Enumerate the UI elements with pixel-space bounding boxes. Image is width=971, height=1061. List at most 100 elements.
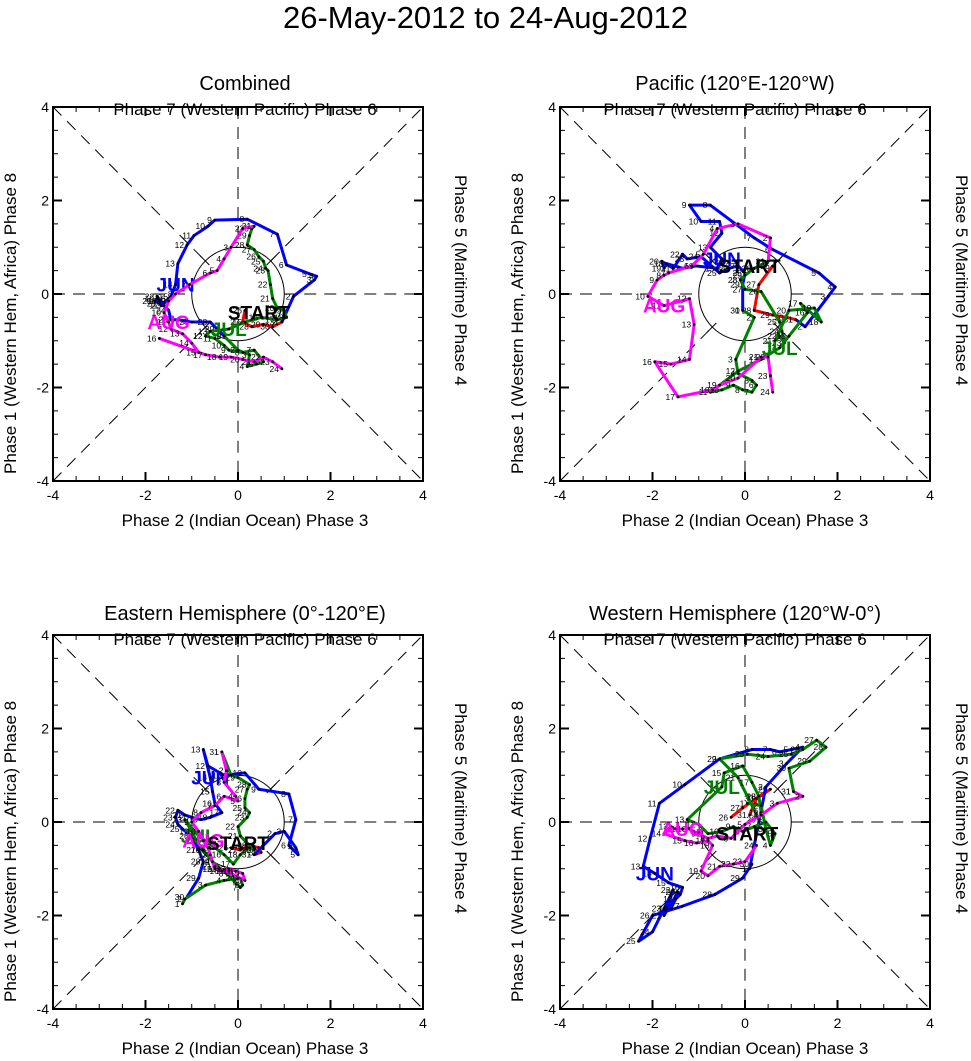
day-label: 22 [707,754,717,764]
data-point [264,266,268,270]
day-label: 13 [682,319,692,329]
data-point [706,839,710,843]
day-label: 11 [708,217,717,227]
data-point [720,829,724,833]
day-label: 17 [216,864,226,874]
start-label: START [719,257,781,278]
data-point [162,304,166,308]
day-label: 21 [726,773,736,783]
y-tick-label: -4 [37,1001,50,1017]
day-label: 5 [744,375,749,385]
day-label: 28 [742,305,752,315]
day-label: 18 [207,352,217,362]
data-point [752,315,756,319]
day-label: 3 [758,824,763,834]
day-label: 17 [670,263,680,273]
day-label: 27 [804,735,814,745]
data-point [181,332,184,336]
diagonal-line [52,855,206,1010]
data-point [262,322,265,326]
data-point [736,776,740,779]
data-point [257,787,261,791]
data-point [167,308,171,312]
day-label: 31 [242,850,252,860]
data-point [688,203,691,207]
day-label: 16 [684,838,694,848]
day-label: 12 [663,824,673,834]
data-point [718,865,721,868]
data-point [662,907,666,910]
data-point [220,811,224,815]
data-point [706,832,710,836]
day-label: 26 [790,745,800,755]
series-line-aug [157,224,283,370]
data-point [769,236,772,240]
day-label: 9 [205,857,210,867]
day-label: 19 [272,305,282,315]
data-point [815,738,819,742]
day-label: 18 [663,894,673,904]
data-point [741,308,745,312]
day-label: 30 [260,322,270,332]
day-label: 18 [147,296,157,306]
day-label: 11 [648,798,657,808]
day-label: 27 [230,317,240,327]
day-label: 13 [749,354,759,364]
day-label: 6 [723,833,728,843]
day-label: 24 [165,819,175,829]
data-point [801,748,805,751]
data-point [245,217,249,221]
data-point [669,825,673,829]
data-point [741,764,745,768]
figure-title: 26-May-2012 to 24-Aug-2012 [283,0,688,35]
day-label: 14 [767,343,777,353]
data-point [766,355,770,359]
data-point [764,827,768,831]
data-point [275,318,279,322]
x-tick-label: -4 [47,487,60,503]
day-label: 15 [776,331,786,341]
data-point [755,843,758,847]
day-label: 14 [709,254,719,264]
y-tick-label: 4 [41,99,49,115]
day-label: 26 [749,287,759,297]
data-point [241,351,245,354]
day-label: 23 [772,338,782,348]
day-label: 17 [788,298,798,308]
day-label: 17 [665,392,675,402]
day-label: 24 [756,752,766,762]
data-point [243,879,247,882]
data-point [255,362,258,366]
data-point [201,748,205,751]
day-label: 14 [198,773,208,783]
circle-tick [266,255,277,266]
data-point [736,372,740,375]
day-label: 8 [168,289,173,299]
y-tick-label: -2 [37,380,50,396]
data-point [771,264,775,268]
day-label: 28 [733,268,743,278]
x-axis-label-combined: Phase 2 (Indian Ocean) Phase 3 [121,511,369,530]
day-label: 25 [767,317,777,327]
data-point [808,759,812,763]
data-point [157,301,161,305]
day-label: 31 [269,317,279,327]
data-point [720,785,724,789]
day-label: 20 [776,305,786,315]
day-label: 20 [230,354,240,364]
day-label: 9 [251,784,256,794]
day-label: 13 [170,329,180,339]
day-label: 16 [202,798,212,808]
x-tick-label: 2 [327,487,335,503]
data-point [262,360,265,364]
data-point [287,792,291,796]
month-label-jun: JUN [157,276,195,297]
data-point [697,822,701,826]
data-point [252,853,256,857]
diagonal-line [777,634,931,789]
data-point [282,308,286,312]
data-point [743,273,747,277]
day-label: 27 [228,845,238,855]
day-label: 15 [202,864,212,874]
data-point [729,815,733,819]
